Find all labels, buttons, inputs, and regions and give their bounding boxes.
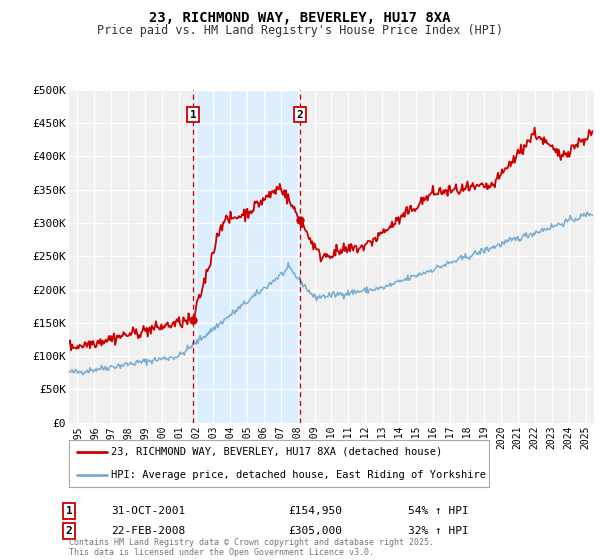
Text: 54% ↑ HPI: 54% ↑ HPI [408, 506, 469, 516]
Text: 23, RICHMOND WAY, BEVERLEY, HU17 8XA: 23, RICHMOND WAY, BEVERLEY, HU17 8XA [149, 11, 451, 25]
Text: 2: 2 [65, 526, 73, 536]
Text: Contains HM Land Registry data © Crown copyright and database right 2025.
This d: Contains HM Land Registry data © Crown c… [69, 538, 434, 557]
Text: 1: 1 [65, 506, 73, 516]
Text: £154,950: £154,950 [288, 506, 342, 516]
Text: 23, RICHMOND WAY, BEVERLEY, HU17 8XA (detached house): 23, RICHMOND WAY, BEVERLEY, HU17 8XA (de… [111, 446, 442, 456]
Text: 2: 2 [296, 110, 303, 120]
Text: £305,000: £305,000 [288, 526, 342, 536]
Text: 32% ↑ HPI: 32% ↑ HPI [408, 526, 469, 536]
Text: 31-OCT-2001: 31-OCT-2001 [111, 506, 185, 516]
Bar [193, 90, 300, 423]
Text: 1: 1 [190, 110, 197, 120]
Text: 22-FEB-2008: 22-FEB-2008 [111, 526, 185, 536]
Text: HPI: Average price, detached house, East Riding of Yorkshire: HPI: Average price, detached house, East… [111, 470, 486, 480]
Text: Price paid vs. HM Land Registry's House Price Index (HPI): Price paid vs. HM Land Registry's House … [97, 24, 503, 36]
